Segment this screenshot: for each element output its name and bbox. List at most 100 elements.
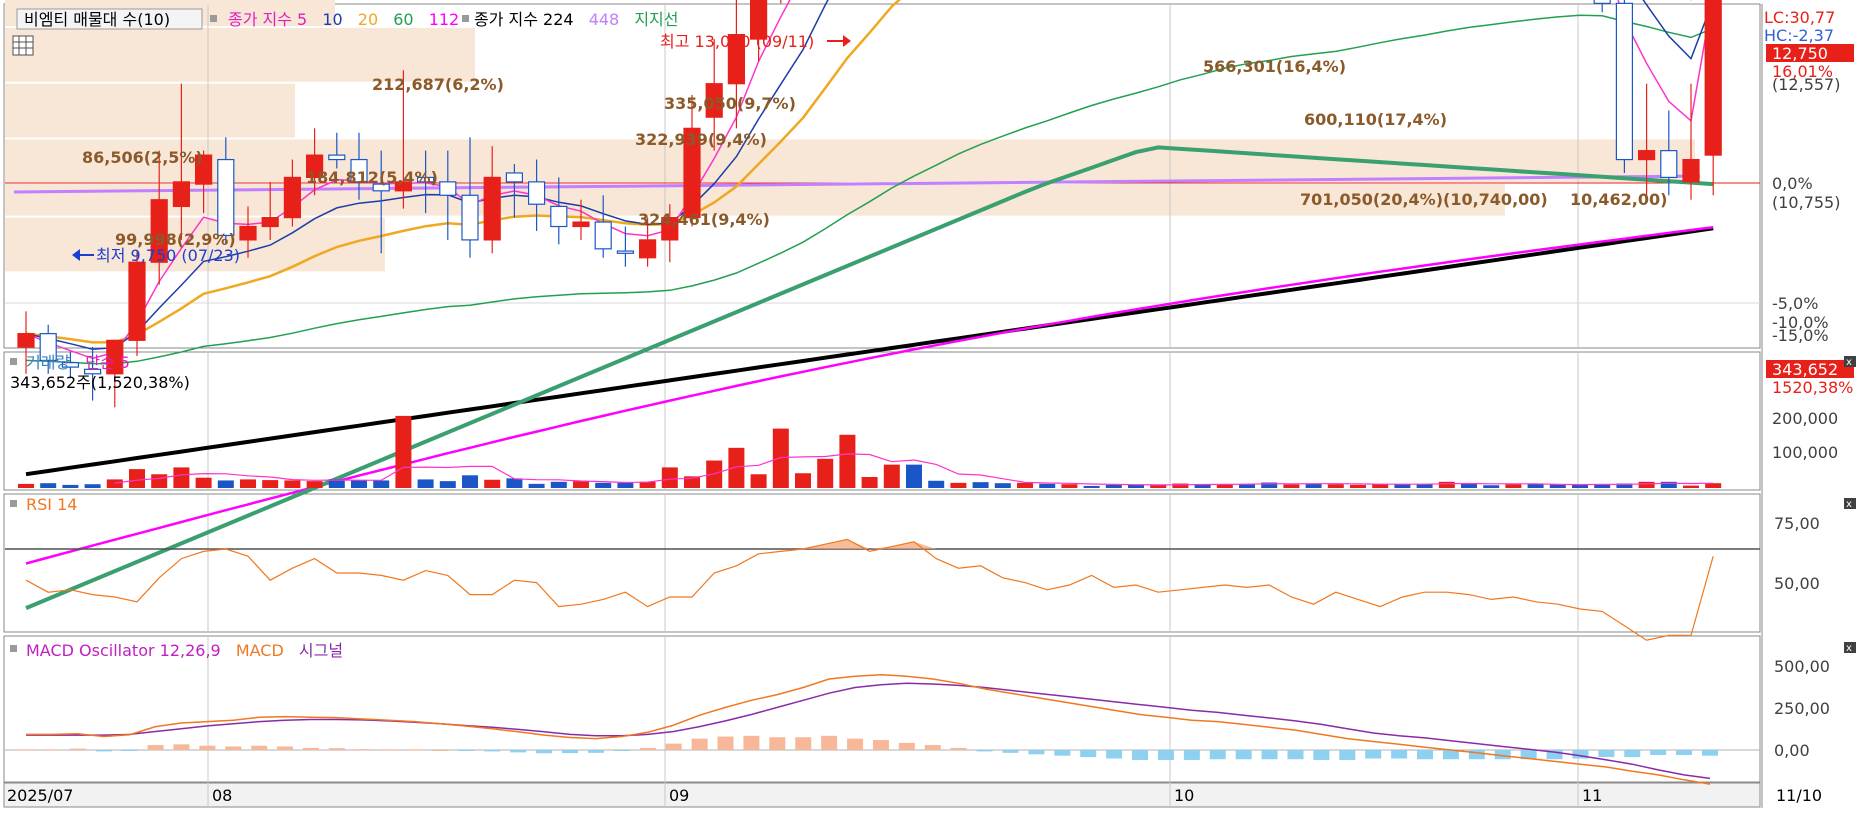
candle-body xyxy=(239,225,257,241)
zone-label: 322,939(9,4%) xyxy=(635,130,767,149)
date-axis-panel xyxy=(3,782,1761,808)
macd-line xyxy=(26,673,1711,785)
legend-marker xyxy=(10,358,17,365)
volume-bar xyxy=(351,480,367,488)
ma20-label: 20 xyxy=(358,10,378,29)
macd-oscillator-bar xyxy=(691,738,708,750)
macd-oscillator-bar xyxy=(613,750,630,751)
candle-body xyxy=(83,368,102,375)
close-icon[interactable]: x xyxy=(1844,642,1856,654)
candle-body xyxy=(1637,150,1656,161)
candle-body xyxy=(128,261,146,341)
macd-osc-title: MACD Oscillator 12,26,9 xyxy=(26,641,221,660)
volume-bar xyxy=(306,481,323,488)
candle-body xyxy=(1704,0,1722,156)
macd-oscillator-bar xyxy=(562,750,579,754)
close-icon[interactable]: x xyxy=(1844,356,1856,368)
macd-oscillator-bar xyxy=(976,750,993,752)
ma5-label: 종가 지수 5 xyxy=(228,10,307,29)
table-grid-icon[interactable] xyxy=(12,35,34,56)
volume-bar xyxy=(1039,483,1056,488)
volume-bar xyxy=(883,464,900,488)
volume-bar xyxy=(750,474,767,488)
price-tick: -15,0% xyxy=(1772,326,1829,345)
ma112-label: 112 xyxy=(429,10,460,29)
macd-oscillator-bar xyxy=(302,747,319,750)
macd-oscillator-bar xyxy=(1391,750,1408,759)
volume-info: 343,652주(1,520,38%) xyxy=(10,373,190,392)
volume-bar xyxy=(1394,484,1411,488)
macd-oscillator-bar xyxy=(872,740,889,750)
rsi-tick: 75,00 xyxy=(1774,514,1820,533)
last-price-tag xyxy=(1766,44,1854,62)
macd-oscillator-bar xyxy=(251,745,268,750)
candle-body xyxy=(372,183,390,192)
volume-title: 거래량 xyxy=(26,353,70,372)
macd-oscillator-bar xyxy=(43,749,60,751)
macd-oscillator-bar xyxy=(18,749,34,751)
volume-bar xyxy=(1327,484,1344,488)
ma-long-legend[interactable]: 종가 지수 224 448 지지선 xyxy=(474,10,679,29)
volume-bar xyxy=(1549,484,1566,488)
macd-oscillator-bar xyxy=(225,746,242,750)
signal-label: 시그널 xyxy=(299,641,343,660)
macd-oscillator-bar xyxy=(743,735,760,750)
volume-bar xyxy=(1128,484,1144,488)
volume-bar xyxy=(795,473,811,488)
rsi-title[interactable]: RSI 14 xyxy=(26,495,77,514)
candle-body xyxy=(261,216,279,228)
macd-panel[interactable] xyxy=(3,635,1761,783)
ma-legend[interactable]: 종가 지수 5 10 20 60 112 xyxy=(228,10,459,29)
ma20-line xyxy=(25,0,1692,344)
support-line xyxy=(25,145,1714,610)
macd-oscillator-bar xyxy=(1572,750,1589,759)
macd-oscillator-bar xyxy=(1546,750,1563,760)
rsi-panel[interactable] xyxy=(3,493,1761,633)
candle-body xyxy=(394,181,412,192)
last-change-pct: 16,01% xyxy=(1772,62,1833,81)
volume-profile-band xyxy=(5,27,475,82)
volume-bar xyxy=(1172,483,1189,488)
volume-panel[interactable] xyxy=(3,351,1761,491)
high-annotation: 최고 13,060 (09/11) xyxy=(660,32,814,51)
date-label: 11 xyxy=(1582,786,1602,805)
candle-body xyxy=(417,176,435,183)
volume-profile-band xyxy=(5,83,295,138)
macd-oscillator-bar xyxy=(1183,750,1200,760)
date-label: 10 xyxy=(1174,786,1194,805)
macd-oscillator-bar xyxy=(458,750,475,751)
indicator-box-button[interactable] xyxy=(16,8,203,30)
volume-legend[interactable]: 거래량 단순 5 xyxy=(26,353,130,372)
low-arrow-icon xyxy=(72,249,94,261)
svg-text:x: x xyxy=(1846,643,1852,654)
volume-bar xyxy=(262,480,279,488)
volume-ma-label: 단순 5 xyxy=(85,353,130,372)
volume-bar xyxy=(1416,483,1433,488)
macd-oscillator-bar xyxy=(1132,750,1149,760)
close-icon[interactable]: x xyxy=(1844,498,1856,510)
macd-oscillator-bar xyxy=(1339,750,1356,760)
rsi-overbought-fill xyxy=(825,539,848,549)
macd-oscillator-bar xyxy=(354,749,371,751)
candle-body xyxy=(483,176,501,241)
volume-bar xyxy=(550,481,567,488)
zone-label: 212,687(6,2%) xyxy=(372,75,504,94)
volume-bar xyxy=(595,482,612,488)
ma224-line xyxy=(25,226,1714,477)
volume-bar xyxy=(1683,485,1699,488)
macd-legend[interactable]: MACD Oscillator 12,26,9 MACD 시그널 xyxy=(26,641,343,660)
macd-oscillator-bar xyxy=(1520,750,1537,760)
volume-bar xyxy=(1616,483,1633,488)
macd-label: MACD xyxy=(236,641,284,660)
candle-body xyxy=(328,154,346,161)
macd-oscillator-bar xyxy=(380,749,397,751)
volume-profile-legend[interactable]: 비엠티 매물대 수(10) xyxy=(24,10,170,29)
candle-body xyxy=(550,205,568,228)
macd-oscillator-bar xyxy=(1624,750,1641,758)
candle-body xyxy=(638,239,657,259)
macd-oscillator-bar xyxy=(639,747,656,750)
volume-bar xyxy=(928,480,945,488)
macd-oscillator-bar xyxy=(769,737,786,750)
volume-bar xyxy=(950,482,967,488)
